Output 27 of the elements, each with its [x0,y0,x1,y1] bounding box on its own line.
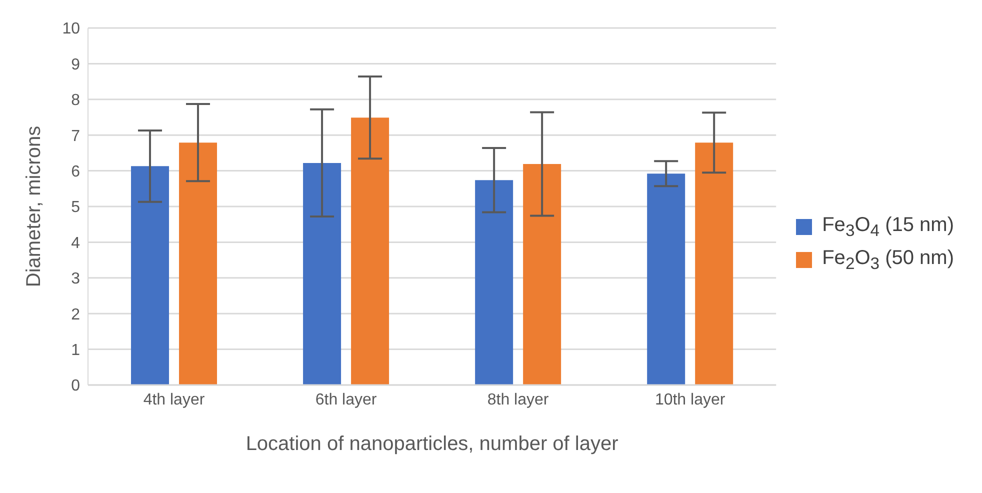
y-tick-label: 2 [71,306,80,324]
bar [695,142,734,385]
bar [647,174,686,385]
y-tick-label: 10 [62,20,80,38]
y-tick-label: 8 [71,92,80,110]
y-tick-label: 1 [71,342,80,359]
y-tick-label: 0 [71,378,80,395]
bar [303,162,342,385]
y-tick-label: 4 [71,234,80,252]
x-tick-label: 6th layer [315,391,378,408]
x-tick-label: 8th layer [487,391,550,408]
y-tick-label: 3 [71,270,80,288]
legend-label: Fe$_{2}$O$_{3}$ (50 nm) [822,246,954,274]
x-axis-title: Location of nanoparticles, number of layer [246,433,619,455]
x-tick-label: 10th layer [654,391,726,408]
bar [351,118,390,385]
y-tick-label: 6 [71,163,80,180]
legend-label: Fe$_{3}$O$_{4}$ (15 nm) [822,214,954,240]
bar [179,142,218,385]
bar [523,164,562,385]
y-tick-label: 7 [71,128,80,145]
y-axis-title: Diameter, microns [23,126,46,288]
x-tick-label: 4th layer [143,391,206,408]
y-tick-label: 9 [71,56,80,74]
bar [475,180,514,385]
y-tick-label: 5 [71,199,80,216]
bar [131,166,170,385]
